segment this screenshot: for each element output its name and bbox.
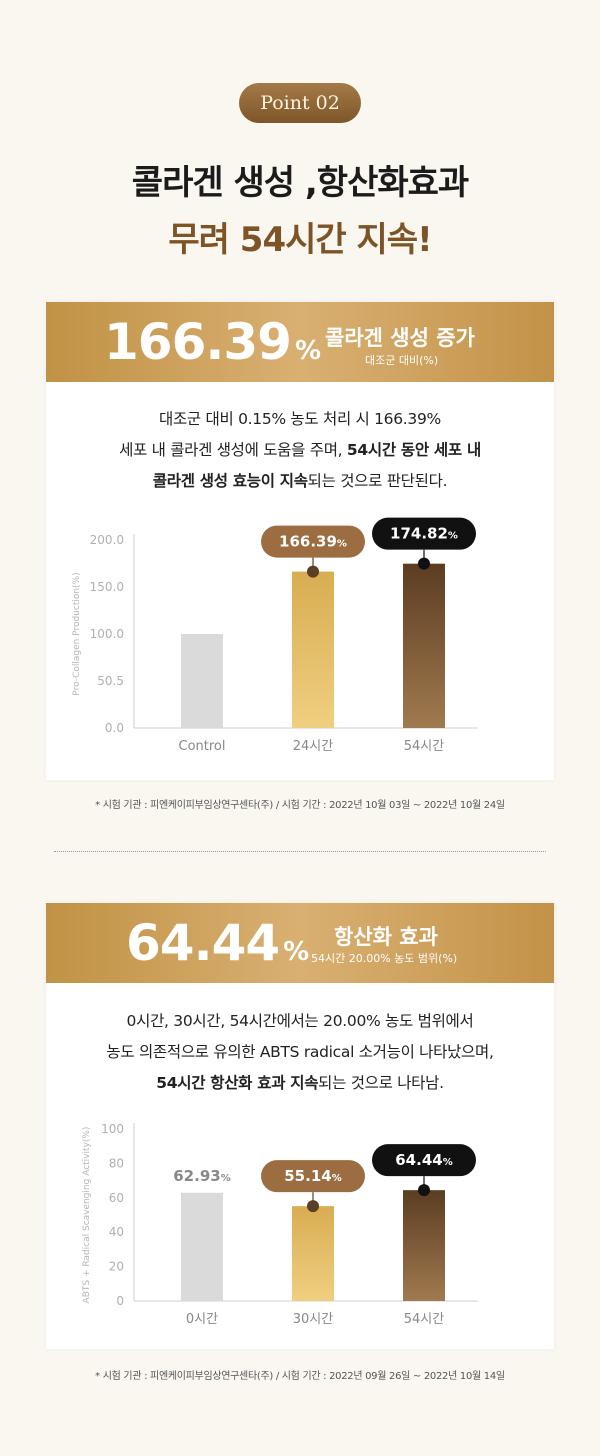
bar-value-label: 166.39%: [279, 533, 347, 551]
section1-desc-line2-a: 세포 내 콜라겐 생성에 도움을 주며,: [119, 441, 347, 459]
section2-big-number: 64.44: [126, 914, 280, 972]
section1-desc-line3-bold: 콜라겐 생성 효능이 지속: [152, 472, 308, 490]
section1-big-number: 166.39: [104, 313, 292, 371]
bar-top-dot: [418, 557, 430, 570]
x-tick-label: 54시간: [404, 1312, 445, 1327]
section2-big-unit: %: [283, 937, 309, 967]
x-tick-label: 0시간: [186, 1312, 218, 1327]
bar-1: [181, 634, 223, 728]
x-tick-label: 30시간: [293, 1312, 334, 1327]
section1-sublabel: 대조군 대비(%): [365, 354, 439, 367]
headline-line1: 콜라겐 생성 ,항산화효과: [131, 163, 469, 203]
section1-label: 콜라겐 생성 증가: [325, 326, 475, 350]
y-tick-label: 50.5: [97, 674, 124, 688]
section1-banner: [46, 302, 554, 382]
y-axis-label: Pro-Collagen Production(%): [72, 572, 82, 695]
antioxidant-bar-chart: ABTS + Radical Scavenging Activity(%) 0 20…: [82, 1122, 478, 1327]
section2-desc-line1: 0시간, 30시간, 54시간에서는 20.00% 농도 범위에서: [126, 1012, 474, 1030]
y-tick-label: 60: [109, 1191, 124, 1205]
y-tick-label: 80: [109, 1156, 124, 1170]
bar-top-dot: [418, 1184, 430, 1197]
callout-bubble: [372, 517, 476, 550]
bar-value-label: 64.44%: [395, 1151, 452, 1169]
headline-line2: 무려 54시간 지속!: [168, 220, 432, 260]
bar-2: [292, 1206, 334, 1301]
callout-bubble: [261, 1160, 365, 1193]
y-tick-label: 100.0: [90, 627, 124, 641]
bar-2: [292, 571, 334, 728]
bar-top-dot: [307, 565, 319, 578]
callout-bubble: [261, 525, 365, 558]
section1-desc-line3: 콜라겐 생성 효능이 지속되는 것으로 판단된다.: [46, 466, 554, 497]
section2-label: 항산화 효과: [334, 925, 438, 949]
bar-top-dot: [307, 1200, 319, 1213]
section2-big-value: 64.44%: [126, 914, 309, 972]
collagen-bar-chart: Pro-Collagen Production(%) 0.0 50.5 100.0 15…: [72, 517, 478, 754]
section1-big-unit: %: [294, 336, 321, 366]
x-tick-label: 24시간: [293, 739, 334, 754]
y-axis-label: ABTS + Radical Scavenging Activity(%): [82, 1127, 92, 1304]
section1-desc-line3-b: 되는 것으로 판단된다.: [307, 472, 448, 490]
bar-3: [403, 563, 445, 728]
section2-banner: [46, 903, 554, 983]
bar-3: [403, 1190, 445, 1301]
section1-test-note: * 시험 기관 : 피엔케이피부임상연구센타(주) / 시험 기간 : 2022…: [95, 800, 505, 811]
bar-value-label: 174.82%: [390, 525, 458, 543]
callout-bubble: [372, 1144, 476, 1177]
section2-sublabel: 54시간 20.00% 농도 범위(%): [311, 952, 458, 965]
section1-desc-line2: 세포 내 콜라겐 생성에 도움을 주며, 54시간 동안 세포 내: [46, 435, 554, 466]
section1-big-value: 166.39%: [104, 313, 321, 371]
section1-desc-line1: 대조군 대비 0.15% 농도 처리 시 166.39%: [159, 410, 441, 428]
y-tick-label: 100: [101, 1122, 124, 1136]
y-tick-label: 20: [109, 1260, 124, 1274]
bar-value-label: 55.14%: [284, 1167, 341, 1185]
y-tick-label: 40: [109, 1225, 124, 1239]
y-tick-label: 200.0: [90, 533, 124, 547]
section2-desc-line3-bold: 54시간 항산화 효과 지속: [156, 1074, 319, 1092]
section2-description: 0시간, 30시간, 54시간에서는 20.00% 농도 범위에서 농도 의존적…: [46, 1006, 554, 1099]
section-divider: [54, 851, 546, 852]
x-tick-label: 54시간: [404, 739, 445, 754]
section2-desc-line3-b: 되는 것으로 나타남.: [318, 1074, 444, 1092]
section2-desc-line2: 농도 의존적으로 유의한 ABTS radical 소거능이 나타났으며,: [106, 1043, 494, 1061]
x-tick-label: Control: [179, 739, 226, 754]
section2-test-note: * 시험 기관 : 피엔케이피부임상연구센타(주) / 시험 기간 : 2022…: [95, 1371, 505, 1382]
section1-desc-line2-bold: 54시간 동안 세포 내: [346, 441, 481, 459]
point-badge: Point 02: [239, 83, 361, 123]
section1-description: 대조군 대비 0.15% 농도 처리 시 166.39% 세포 내 콜라겐 생성…: [46, 404, 554, 497]
y-tick-label: 0: [116, 1294, 124, 1308]
bar-value-label: 62.93%: [173, 1167, 230, 1185]
y-tick-label: 150.0: [90, 580, 124, 594]
bar-1: [181, 1192, 223, 1301]
section2-desc-line3: 54시간 항산화 효과 지속되는 것으로 나타남.: [46, 1068, 554, 1099]
y-tick-label: 0.0: [105, 721, 124, 735]
